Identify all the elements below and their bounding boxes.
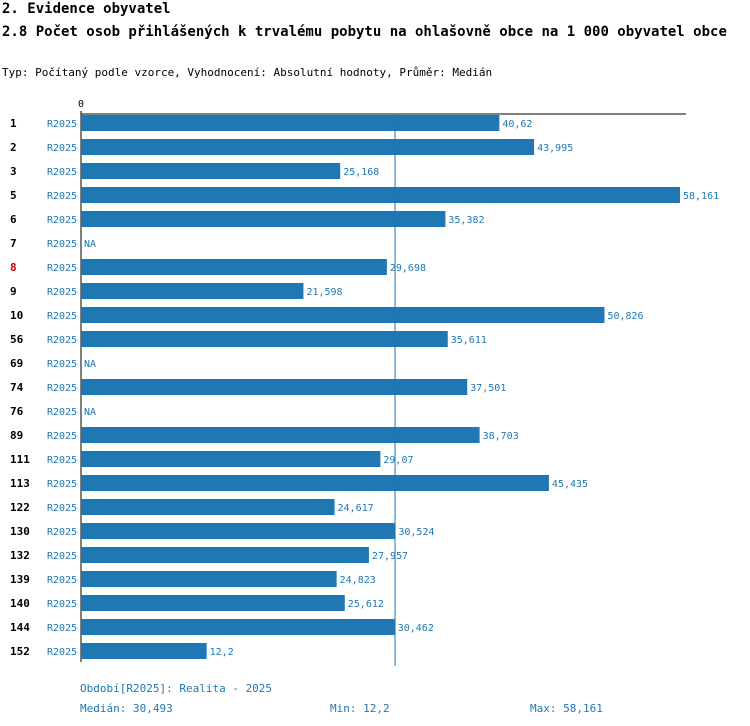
category-label: 132: [10, 549, 30, 562]
category-label: 130: [10, 525, 30, 538]
value-label: 38,703: [483, 431, 519, 442]
series-label: R2025: [47, 647, 77, 658]
value-label: 25,168: [343, 167, 379, 178]
series-label: R2025: [47, 215, 77, 226]
category-label: 89: [10, 429, 23, 442]
bar: [81, 475, 549, 491]
series-label: R2025: [47, 335, 77, 346]
series-label: R2025: [47, 431, 77, 442]
series-label: R2025: [47, 503, 77, 514]
category-label: 9: [10, 285, 17, 298]
bar: [81, 139, 535, 155]
bar: [81, 523, 396, 539]
value-label: 29,698: [390, 263, 426, 274]
category-label: 113: [10, 477, 30, 490]
bar: [81, 643, 207, 659]
value-label: 27,957: [372, 551, 408, 562]
series-label: R2025: [47, 407, 77, 418]
bar: [81, 307, 605, 323]
bar: [81, 163, 341, 179]
bar: [81, 547, 369, 563]
series-label: R2025: [47, 287, 77, 298]
value-label: NA: [84, 359, 96, 370]
bar: [81, 499, 335, 515]
value-label: 35,611: [451, 335, 487, 346]
section-title: 2. Evidence obyvatel: [2, 1, 171, 17]
series-label: R2025: [47, 551, 77, 562]
category-label: 3: [10, 165, 17, 178]
bar: [81, 427, 480, 443]
series-label: R2025: [47, 383, 77, 394]
series-label: R2025: [47, 359, 77, 370]
value-label: 21,598: [306, 287, 342, 298]
series-label: R2025: [47, 527, 77, 538]
value-label: 50,826: [607, 311, 643, 322]
bar: [81, 211, 446, 227]
category-label: 10: [10, 309, 23, 322]
axis-zero-label: 0: [78, 99, 84, 110]
category-label: 1: [10, 117, 17, 130]
bar: [81, 595, 345, 611]
series-label: R2025: [47, 119, 77, 130]
value-label: 30,524: [398, 527, 434, 538]
footer-min: Min: 12,2: [330, 702, 390, 715]
chart-title: 2.8 Počet osob přihlášených k trvalému p…: [2, 24, 727, 40]
category-label: 56: [10, 333, 24, 346]
bar: [81, 571, 337, 587]
value-label: 40,62: [502, 119, 532, 130]
value-label: 30,462: [398, 623, 434, 634]
category-label: 76: [10, 405, 24, 418]
value-label: 45,435: [552, 479, 588, 490]
series-label: R2025: [47, 311, 77, 322]
category-label: 8: [10, 261, 17, 274]
series-label: R2025: [47, 239, 77, 250]
footer-period: Období[R2025]: Realita - 2025: [80, 682, 273, 695]
chart-subtitle: Typ: Počítaný podle vzorce, Vyhodnocení:…: [2, 66, 493, 79]
bar: [81, 379, 468, 395]
series-label: R2025: [47, 191, 77, 202]
value-label: 24,823: [340, 575, 376, 586]
value-label: 24,617: [338, 503, 374, 514]
value-label: NA: [84, 407, 96, 418]
value-label: 43,995: [537, 143, 573, 154]
bar: [81, 619, 395, 635]
series-label: R2025: [47, 143, 77, 154]
bar: [81, 187, 680, 203]
category-label: 2: [10, 141, 17, 154]
value-label: NA: [84, 239, 96, 250]
category-label: 74: [10, 381, 24, 394]
category-label: 152: [10, 645, 30, 658]
bar: [81, 331, 448, 347]
value-label: 58,161: [683, 191, 719, 202]
category-label: 6: [10, 213, 17, 226]
series-label: R2025: [47, 623, 77, 634]
category-label: 139: [10, 573, 30, 586]
series-label: R2025: [47, 599, 77, 610]
value-label: 37,501: [470, 383, 506, 394]
bar: [81, 451, 381, 467]
value-label: 25,612: [348, 599, 384, 610]
series-label: R2025: [47, 167, 77, 178]
bar: [81, 283, 304, 299]
bar: [81, 115, 500, 131]
category-label: 5: [10, 189, 17, 202]
category-label: 69: [10, 357, 23, 370]
category-label: 140: [10, 597, 30, 610]
category-label: 144: [10, 621, 30, 634]
category-label: 111: [10, 453, 30, 466]
footer-median: Medián: 30,493: [80, 702, 173, 715]
category-label: 7: [10, 237, 17, 250]
value-label: 35,382: [448, 215, 484, 226]
series-label: R2025: [47, 575, 77, 586]
series-label: R2025: [47, 263, 77, 274]
series-label: R2025: [47, 479, 77, 490]
value-label: 12,2: [210, 647, 234, 658]
value-label: 29,07: [383, 455, 413, 466]
footer-max: Max: 58,161: [530, 702, 603, 715]
series-label: R2025: [47, 455, 77, 466]
bar: [81, 259, 387, 275]
category-label: 122: [10, 501, 30, 514]
